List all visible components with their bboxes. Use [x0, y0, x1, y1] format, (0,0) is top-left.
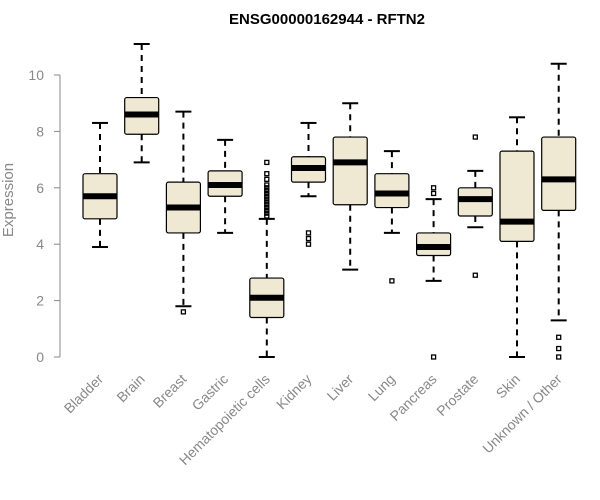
iqr-box [541, 136, 577, 211]
y-tick-label: 0 [36, 349, 44, 365]
outlier-point [264, 196, 270, 202]
outlier-point [264, 176, 270, 182]
iqr-box [332, 136, 368, 206]
box-kidney [290, 121, 327, 247]
x-tick-label: Breast [150, 371, 190, 411]
outlier-point [556, 354, 562, 360]
outlier-point [264, 199, 270, 205]
x-tick-label: Skin [493, 371, 524, 402]
x-tick-label: Liver [324, 371, 357, 404]
outlier-point [430, 354, 437, 360]
x-tick-label: Prostate [433, 371, 481, 419]
x-tick-label: Lung [365, 371, 398, 404]
y-tick-label: 4 [36, 236, 44, 252]
outlier-point [264, 190, 270, 197]
outlier-point [264, 202, 270, 208]
outlier-point [472, 272, 478, 278]
box-lung [374, 150, 410, 284]
outlier-point [264, 187, 270, 194]
box-bladder [82, 121, 118, 249]
outlier-point [389, 278, 395, 284]
outlier-point [556, 334, 562, 340]
outlier-point [305, 241, 312, 247]
y-tick-label: 8 [36, 123, 44, 139]
outlier-point [556, 345, 562, 352]
y-tick-label: 2 [36, 293, 44, 309]
y-axis-label: Expression [0, 163, 17, 237]
outlier-point [180, 309, 187, 315]
box-unknown-other [541, 62, 577, 360]
outlier-point [430, 185, 437, 191]
outlier-point [264, 207, 270, 214]
box-skin [499, 116, 535, 358]
outlier-point [472, 134, 478, 140]
outlier-point [430, 190, 437, 197]
y-axis: 0 2 4 6 8 10 [28, 67, 61, 365]
x-tick-label: Brain [113, 371, 147, 405]
chart-title: ENSG00000162944 - RFTN2 [229, 11, 425, 28]
x-tick-label: Bladder [61, 371, 107, 417]
x-tick-label: Unknown / Other [479, 371, 565, 457]
outlier-point [264, 182, 270, 188]
box-hematopoietic-cells [249, 159, 285, 358]
x-tick-label: Kidney [273, 371, 315, 413]
outlier-point [264, 159, 270, 166]
outlier-point [264, 171, 270, 177]
outlier-point [305, 230, 312, 236]
outlier-point [264, 185, 270, 191]
y-tick-label: 10 [28, 67, 44, 83]
box-pancreas [416, 185, 452, 360]
outlier-point [264, 210, 270, 216]
outlier-point [264, 204, 270, 211]
y-tick-label: 6 [36, 180, 44, 196]
box-gastric [207, 138, 243, 234]
box-breast [165, 110, 201, 315]
outlier-point [264, 213, 270, 219]
box-prostate [457, 134, 493, 278]
box-liver [332, 102, 368, 271]
boxes-group [82, 42, 577, 360]
box-brain [124, 42, 160, 164]
iqr-box [499, 150, 535, 242]
outlier-point [305, 235, 312, 242]
outlier-point [264, 193, 270, 199]
